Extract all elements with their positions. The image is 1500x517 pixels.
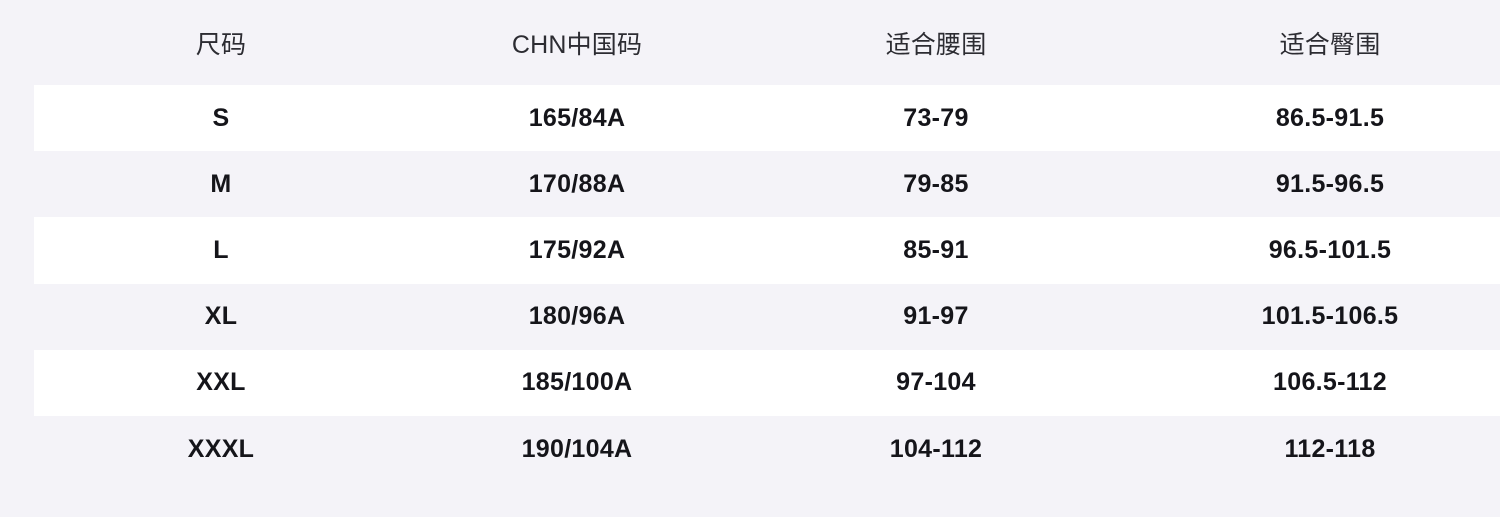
row-edge-left (0, 283, 34, 350)
row-edge-left (0, 85, 34, 152)
cell-size: XXXL (187, 434, 255, 463)
row-edge-left (0, 217, 34, 284)
cell-chn: 185/100A (521, 368, 633, 397)
cell-waist: 104-112 (889, 434, 983, 463)
cell-size: L (213, 235, 229, 264)
cell-waist: 91-97 (903, 302, 969, 331)
cell-hip: 96.5-101.5 (1268, 235, 1392, 264)
header-row: 尺码 CHN中国码 适合腰围 适合臀围 (0, 0, 1500, 85)
cell-hip: 86.5-91.5 (1275, 103, 1385, 132)
row-edge-left (0, 151, 34, 218)
table-row: S 165/84A 73-79 86.5-91.5 (0, 85, 1500, 152)
cell-chn: 190/104A (521, 434, 633, 463)
row-edge-left (0, 415, 34, 483)
size-chart-table: 尺码 CHN中国码 适合腰围 适合臀围 S 165/84A 73-79 86.5… (0, 0, 1500, 483)
cell-size: XXL (196, 368, 246, 397)
column-header-hip: 适合臀围 (1279, 30, 1381, 59)
cell-chn: 165/84A (528, 103, 626, 132)
cell-hip: 106.5-112 (1273, 368, 1387, 397)
header-edge-left (0, 0, 34, 85)
column-header-size: 尺码 (195, 30, 247, 59)
cell-hip: 112-118 (1284, 434, 1376, 463)
cell-hip: 91.5-96.5 (1275, 169, 1385, 198)
table-row: XXXL 190/104A 104-112 112-118 (0, 415, 1500, 483)
cell-hip: 101.5-106.5 (1261, 302, 1399, 331)
table-head: 尺码 CHN中国码 适合腰围 适合臀围 (0, 0, 1500, 85)
table-row: XL 180/96A 91-97 101.5-106.5 (0, 283, 1500, 350)
cell-size: S (212, 103, 230, 132)
table-body: S 165/84A 73-79 86.5-91.5 M 170/88A 79-8… (0, 85, 1500, 483)
table-row: M 170/88A 79-85 91.5-96.5 (0, 151, 1500, 218)
cell-chn: 180/96A (528, 302, 626, 331)
cell-waist: 79-85 (903, 169, 969, 198)
cell-waist: 97-104 (896, 368, 976, 397)
cell-waist: 85-91 (903, 235, 969, 264)
cell-chn: 170/88A (528, 169, 626, 198)
cell-waist: 73-79 (903, 103, 969, 132)
table-row: L 175/92A 85-91 96.5-101.5 (0, 217, 1500, 284)
cell-chn: 175/92A (528, 235, 626, 264)
row-edge-left (0, 349, 34, 416)
cell-size: M (210, 169, 232, 198)
bottom-filler (0, 481, 1500, 517)
column-header-chn: CHN中国码 (511, 30, 643, 59)
cell-size: XL (204, 302, 238, 331)
table-row: XXL 185/100A 97-104 106.5-112 (0, 349, 1500, 416)
column-header-waist: 适合腰围 (885, 30, 987, 59)
